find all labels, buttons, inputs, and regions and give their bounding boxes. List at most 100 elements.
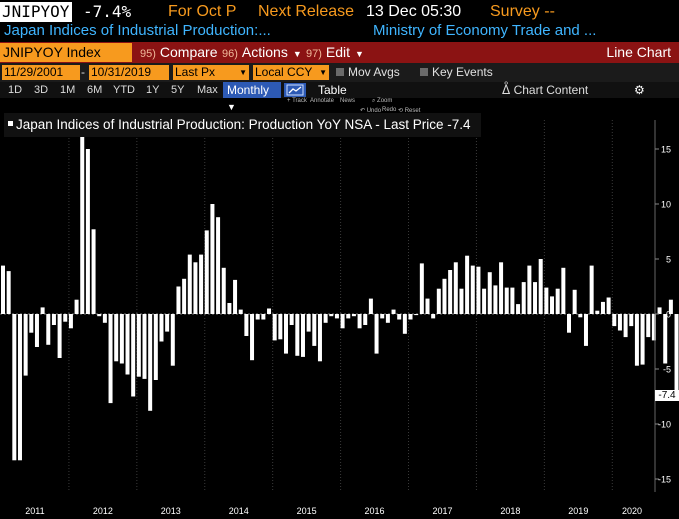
bar[interactable] [238,309,243,314]
bar[interactable] [499,262,504,314]
bar[interactable] [465,255,470,314]
bar[interactable] [476,266,481,314]
bar[interactable] [289,314,294,325]
bar[interactable] [300,314,305,357]
frequency-select[interactable]: Monthly ▼ [223,82,281,112]
reset-tool[interactable]: ⟲ Reset [398,108,421,114]
annotate-tool[interactable]: Annotate [310,98,335,104]
bar[interactable] [114,314,119,362]
period-1y[interactable]: 1Y [146,84,160,96]
bar[interactable] [119,314,124,364]
bar[interactable] [431,314,436,319]
period-1m[interactable]: 1M [60,84,76,96]
bar[interactable] [589,265,594,314]
bar[interactable] [278,314,283,340]
bar[interactable] [380,314,385,319]
bar[interactable] [346,314,351,319]
bar[interactable] [12,314,17,461]
bar[interactable] [34,314,39,347]
bar[interactable] [317,314,322,362]
bar[interactable] [233,279,238,314]
bar[interactable] [244,314,249,336]
bar[interactable] [227,303,232,314]
bar[interactable] [487,272,492,314]
news-tool[interactable]: News [340,98,356,104]
bar[interactable] [600,301,605,314]
bar[interactable] [272,314,277,341]
chart-type-label[interactable]: Line Chart [606,44,671,60]
bar[interactable] [612,314,617,327]
bar[interactable] [221,267,226,314]
bar[interactable] [329,314,334,317]
bar[interactable] [504,287,509,314]
bar[interactable] [663,314,668,364]
bar[interactable] [91,229,96,314]
bar[interactable] [102,314,107,323]
bar[interactable] [453,262,458,314]
bar[interactable] [204,230,209,314]
bar[interactable] [510,287,515,314]
index-name-field[interactable]: JNIPYOY Index [0,43,132,62]
bar[interactable] [216,217,221,314]
bar[interactable] [40,307,45,314]
bar[interactable] [68,314,73,329]
bar[interactable] [108,314,113,404]
bar[interactable] [408,314,413,320]
actions-button[interactable]: 96) Actions ▼ [222,44,302,60]
bar[interactable] [165,314,170,332]
period-6m[interactable]: 6M [87,84,103,96]
bar[interactable] [23,314,28,376]
mov-avgs-checkbox[interactable] [336,68,344,76]
bar[interactable] [634,314,639,366]
bar[interactable] [629,314,634,327]
bar[interactable] [29,314,34,333]
bar[interactable] [182,278,187,314]
bar[interactable] [46,314,51,345]
bar[interactable] [419,263,424,314]
bar[interactable] [125,314,130,375]
bar[interactable] [323,314,328,323]
bar[interactable] [533,282,538,314]
bar[interactable] [527,265,532,314]
bar[interactable] [176,286,181,315]
source-name[interactable]: Ministry of Economy Trade and ... [373,22,597,39]
chart-content-button[interactable]: ᐂ Chart Content [502,83,589,97]
currency-select[interactable]: Local CCY ▼ [253,65,329,80]
bar[interactable] [74,299,79,314]
bar[interactable] [567,314,571,333]
bar[interactable] [470,265,475,314]
edit-button[interactable]: 97) Edit ▼ [306,44,364,60]
bar[interactable] [199,254,204,314]
bar[interactable] [442,278,447,314]
period-ytd[interactable]: YTD [113,84,135,96]
period-5y[interactable]: 5Y [171,84,185,96]
bar[interactable] [295,314,300,356]
bar[interactable] [640,314,645,365]
bar[interactable] [482,288,487,314]
bar[interactable] [85,149,90,314]
bar[interactable] [448,270,453,314]
zoom-tool[interactable]: ⌕ Zoom [372,98,393,104]
field-select[interactable]: Last Px ▼ [173,65,249,80]
end-date-field[interactable]: 10/31/2019 [89,65,169,80]
bar[interactable] [1,265,5,314]
bar[interactable] [6,271,11,314]
bar[interactable] [363,314,368,325]
table-button[interactable]: Table [318,83,347,97]
bar[interactable] [646,314,651,338]
compare-button[interactable]: 95) Compare [140,44,218,60]
security-description[interactable]: Japan Indices of Industrial Production:.… [4,22,271,39]
bar[interactable] [657,307,662,314]
period-max[interactable]: Max [197,84,218,96]
bar[interactable] [210,204,215,314]
bar[interactable] [583,314,588,346]
bar[interactable] [550,296,555,314]
bar[interactable] [187,254,192,314]
redo-tool[interactable]: Redo [382,107,397,113]
period-3d[interactable]: 3D [34,84,49,96]
undo-tool[interactable]: ↶ Undo [360,108,382,114]
bar[interactable] [97,314,102,317]
bar[interactable] [668,299,673,314]
period-1d[interactable]: 1D [8,84,23,96]
bar[interactable] [374,314,379,354]
